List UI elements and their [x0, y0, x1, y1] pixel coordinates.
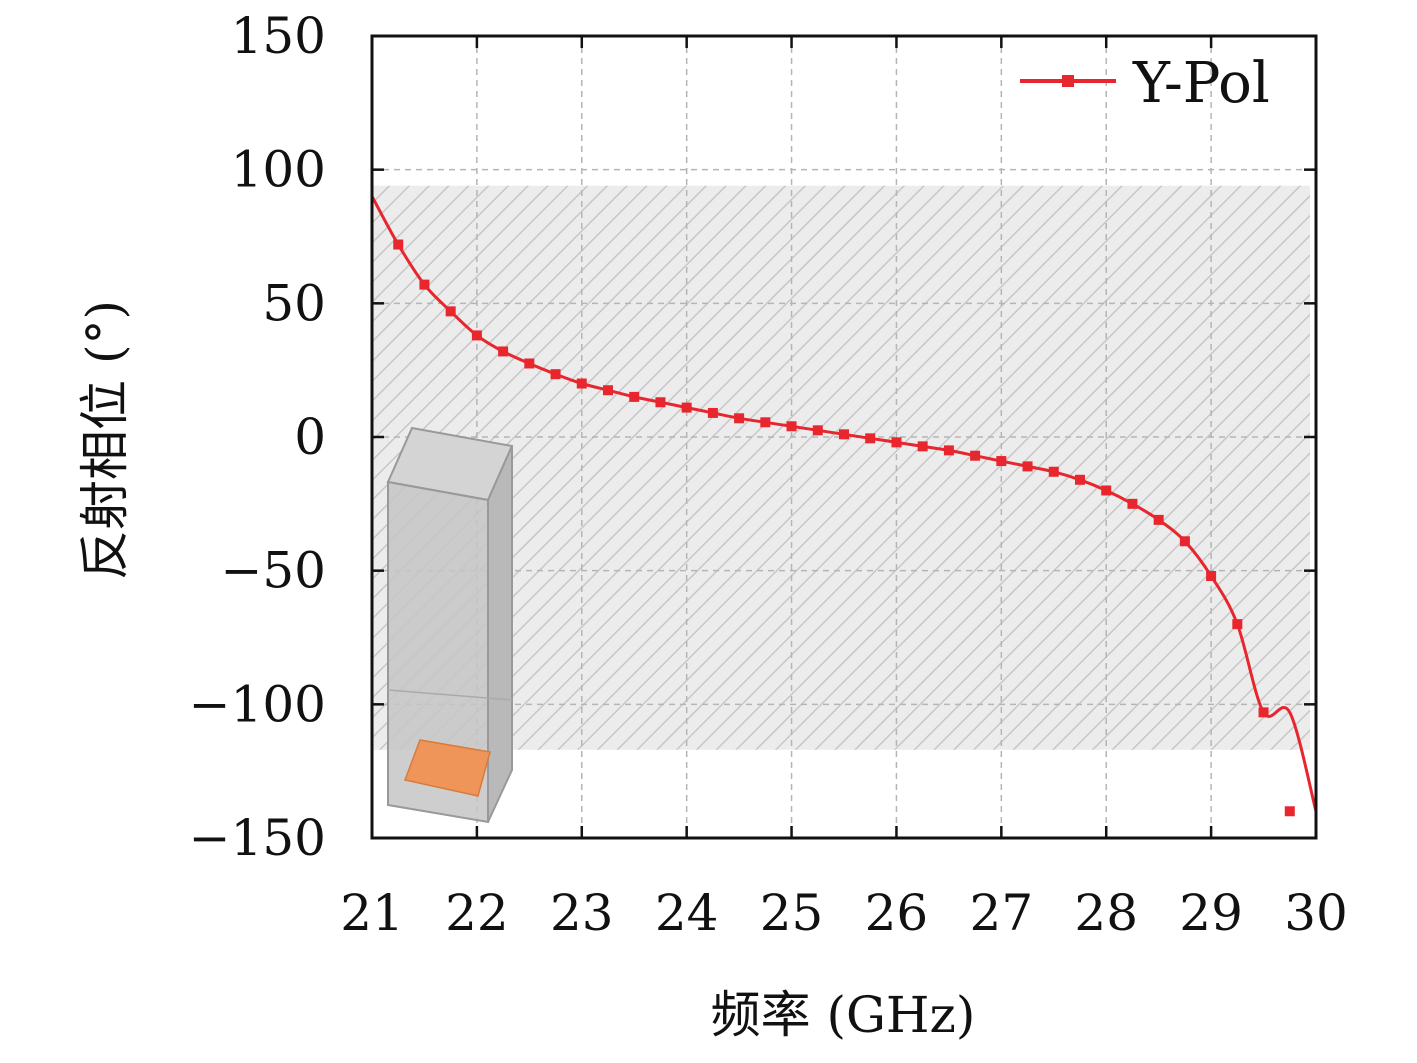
y-pol-marker: [603, 385, 613, 396]
x-axis-title: 频率 (GHz): [711, 986, 976, 1044]
y-pol-marker: [471, 330, 482, 341]
y-pol-marker: [1232, 619, 1243, 630]
legend-marker: [1062, 75, 1074, 87]
legend-label: Y-Pol: [1132, 51, 1270, 116]
unit-cell-inset: [386, 426, 514, 824]
x-tick-label: 29: [1179, 884, 1243, 942]
y-pol-marker: [707, 407, 718, 418]
y-tick-label: −50: [220, 542, 326, 600]
y-pol-marker: [681, 402, 692, 413]
unit-cell-front-face: [387, 480, 489, 824]
y-pol-marker: [734, 413, 745, 424]
legend: Y-Pol: [1020, 51, 1270, 116]
x-tick-label: 26: [865, 884, 929, 942]
unit-cell-patch: [403, 739, 491, 797]
y-axis-title: 反射相位 (°): [76, 300, 134, 580]
grid-layer: [372, 36, 1316, 838]
y-pol-marker: [1101, 485, 1112, 496]
x-tick-label: 30: [1284, 884, 1348, 942]
y-pol-marker: [1022, 461, 1033, 472]
x-tick-label: 23: [550, 884, 614, 942]
y-pol-marker: [943, 445, 954, 456]
y-tick-label: 100: [231, 141, 326, 199]
y-tick-label: 150: [231, 7, 326, 65]
y-pol-marker: [917, 441, 928, 452]
y-pol-marker: [629, 391, 640, 402]
x-tick-labels: 21 22 23 24 25 26 27 28 29 30: [340, 884, 1348, 942]
y-pol-marker: [419, 279, 430, 290]
y-pol-marker: [1179, 536, 1190, 547]
y-pol-marker: [1258, 707, 1269, 718]
y-pol-marker: [498, 346, 509, 357]
y-pol-marker: [1284, 806, 1295, 817]
x-tick-label: 22: [445, 884, 509, 942]
unit-cell-edge: [387, 689, 513, 701]
y-pol-marker: [786, 421, 797, 432]
unit-cell-side-face: [487, 445, 513, 823]
x-tick-label: 25: [760, 884, 824, 942]
x-tick-label: 21: [340, 884, 404, 942]
y-pol-marker: [760, 417, 771, 428]
series-layer: [370, 195, 1318, 817]
y-tick-labels: 150 100 50 0 −50 −100 −150: [189, 7, 326, 867]
shaded-band-layer: [372, 185, 1310, 750]
tick-layer: [370, 34, 1318, 840]
y-pol-marker: [865, 433, 876, 444]
y-tick-label: −100: [189, 675, 326, 733]
y-pol-marker: [839, 429, 849, 440]
shaded-band: [372, 185, 1310, 750]
y-pol-marker: [445, 306, 456, 317]
y-pol-marker: [970, 450, 981, 461]
y-pol-marker: [812, 425, 823, 436]
y-pol-marker: [524, 358, 535, 369]
y-pol-marker: [996, 456, 1007, 467]
y-pol-marker: [655, 397, 666, 408]
y-pol-marker: [1048, 466, 1059, 477]
x-tick-label: 27: [970, 884, 1034, 942]
y-tick-label: 50: [262, 274, 326, 332]
y-tick-label: −150: [189, 809, 326, 867]
y-pol-marker: [1153, 514, 1164, 525]
x-tick-label: 28: [1074, 884, 1138, 942]
y-pol-marker: [1075, 474, 1085, 485]
y-pol-marker: [1127, 498, 1138, 509]
y-pol-marker: [576, 378, 587, 389]
y-pol-marker: [550, 369, 561, 380]
x-tick-label: 24: [655, 884, 719, 942]
y-tick-label: 0: [294, 408, 326, 466]
y-pol-marker: [393, 239, 404, 250]
y-pol-marker: [1206, 571, 1217, 582]
y-pol-marker: [891, 437, 902, 448]
